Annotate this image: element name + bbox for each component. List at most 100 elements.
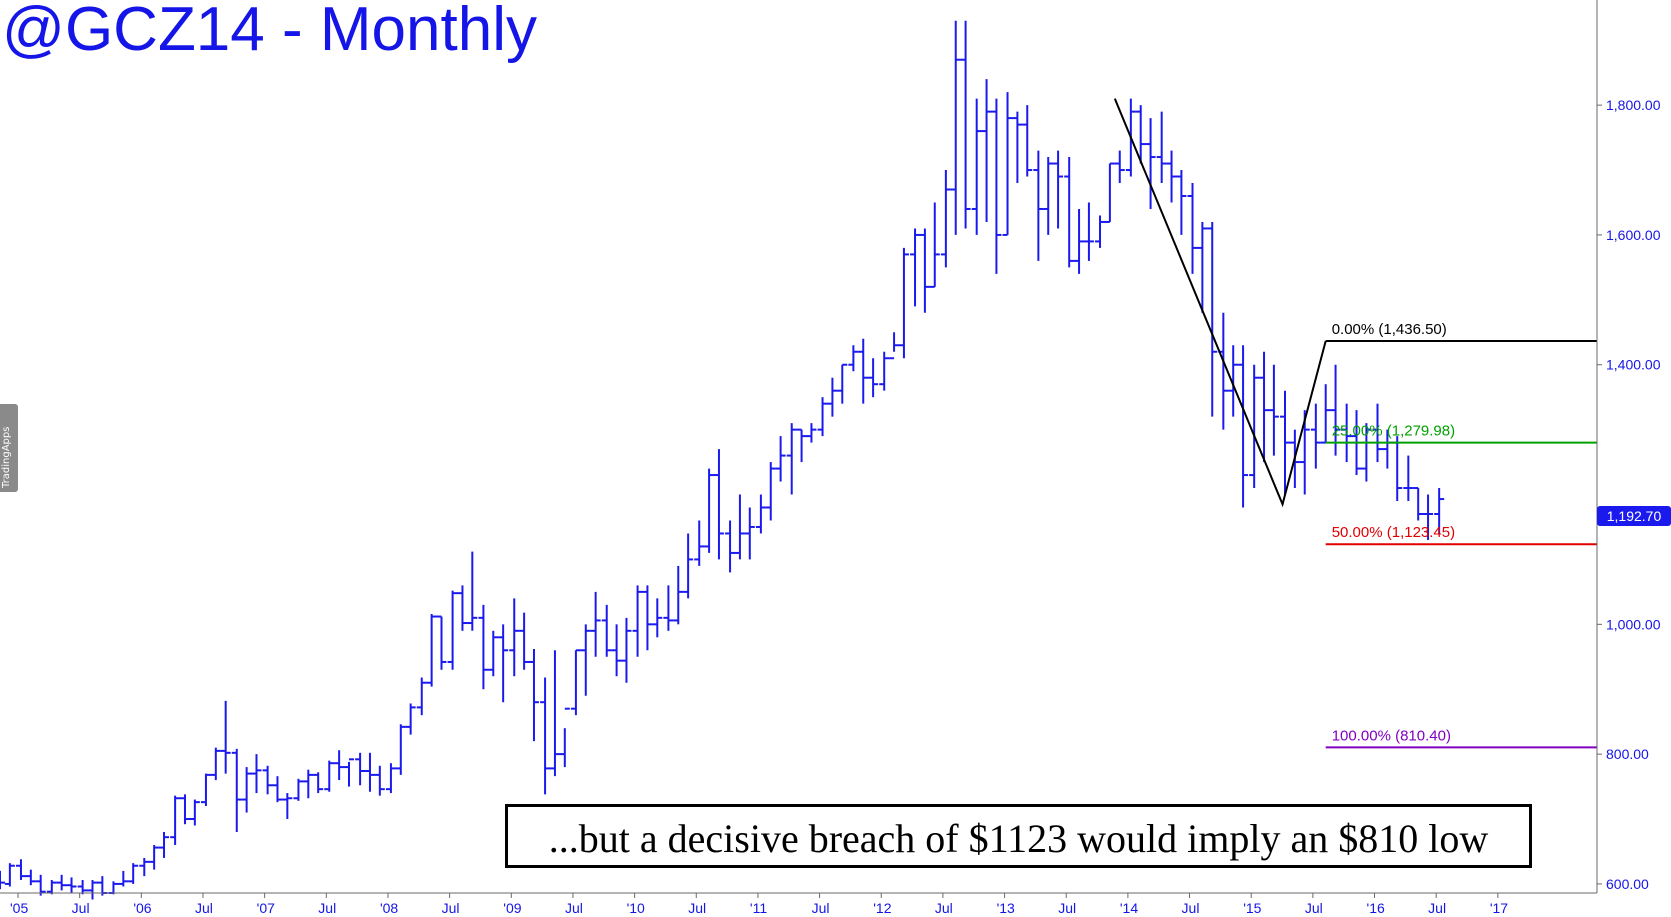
ohlc-bar: [478, 604, 489, 690]
ohlc-bar: [416, 677, 427, 716]
ohlc-bar: [139, 857, 150, 877]
ohlc-bar: [540, 677, 551, 795]
ohlc-bar: [282, 793, 293, 820]
ohlc-bar: [355, 752, 366, 786]
ohlc-bar: [1135, 105, 1146, 164]
fib-level-label: 25.00% (1,279.98): [1332, 423, 1455, 440]
ohlc-bar: [1310, 403, 1321, 469]
ohlc-bar: [663, 585, 674, 631]
x-tick-label: Jul: [1428, 900, 1446, 916]
ohlc-bar: [1022, 105, 1033, 177]
x-tick-label: Jul: [1058, 900, 1076, 916]
ohlc-bar: [652, 598, 663, 638]
ohlc-bar: [1033, 150, 1044, 261]
trend-line: [1113, 98, 1327, 508]
ohlc-bar: [796, 428, 807, 463]
ohlc-bar: [725, 520, 736, 573]
ohlc-bar: [149, 844, 160, 870]
ohlc-bar: [1207, 221, 1218, 417]
ohlc-bar: [1074, 208, 1085, 274]
x-tick-label: '11: [750, 900, 767, 916]
ohlc-bar: [220, 700, 231, 774]
ohlc-bar: [509, 598, 520, 677]
ohlc-bar: [189, 799, 200, 826]
ohlc-bar: [467, 551, 478, 631]
y-tick-label: 1,000.00: [1606, 616, 1661, 632]
x-tick-label: Jul: [442, 900, 460, 916]
x-tick-label: Jul: [688, 900, 706, 916]
x-tick-label: '07: [257, 900, 275, 916]
ohlc-bar: [1238, 345, 1249, 508]
ohlc-bar: [971, 98, 982, 235]
ohlc-bar: [601, 604, 612, 657]
ohlc-bar: [15, 859, 26, 881]
ohlc-bar: [1268, 364, 1279, 456]
ohlc-bar: [374, 765, 385, 796]
ohlc-bar: [549, 650, 560, 777]
ohlc-bar: [25, 869, 36, 886]
ohlc-bar: [858, 338, 869, 404]
chart-title: @GCZ14 - Monthly: [2, 0, 537, 64]
ohlc-bar: [642, 585, 653, 651]
ohlc-bar: [1228, 345, 1239, 417]
ohlc-bar: [200, 773, 211, 807]
ohlc-bar: [940, 170, 951, 268]
ohlc-bar: [1434, 488, 1445, 534]
ohlc-bar: [1156, 111, 1167, 184]
ohlc-bar: [343, 758, 354, 787]
ohlc-bar: [447, 590, 458, 670]
ohlc-bar: [395, 724, 406, 775]
ohlc-bar: [66, 877, 77, 893]
fibonacci-levels: 0.00% (1,436.50) 25.00% (1,279.98) 50.00% …: [1325, 321, 1597, 749]
ohlc-bar: [929, 202, 940, 288]
ohlc-bar: [704, 468, 715, 553]
ohlc-bar: [817, 397, 828, 437]
ohlc-bar: [1197, 221, 1208, 313]
ohlc-bar: [1114, 150, 1125, 184]
ohlc-bar: [405, 703, 416, 735]
ohlc-bar: [898, 247, 909, 359]
ohlc-bar: [35, 874, 46, 896]
ohlc-bar: [77, 880, 88, 895]
watermark-tab: TradingApps: [0, 404, 18, 492]
ohlc-bar: [262, 765, 273, 795]
ohlc-bar: [786, 423, 797, 495]
ohlc-bar: [313, 772, 324, 794]
ohlc-bar: [837, 363, 848, 404]
x-tick-label: Jul: [72, 900, 90, 916]
ohlc-bar: [251, 754, 262, 794]
ohlc-bar: [1413, 487, 1424, 521]
ohlc-bar: [241, 767, 252, 813]
ohlc-bar: [580, 624, 591, 696]
ohlc-bar: [1002, 92, 1013, 236]
ohlc-bar: [303, 769, 314, 799]
x-tick-label: '10: [627, 900, 645, 916]
ohlc-bar: [272, 776, 283, 803]
ohlc-bar: [498, 624, 509, 703]
y-tick-label: 1,600.00: [1606, 227, 1661, 243]
x-tick-label: '12: [873, 900, 891, 916]
x-tick-label: '06: [133, 900, 151, 916]
ohlc-bar: [960, 20, 971, 229]
ohlc-bar: [991, 98, 1002, 274]
ohlc-bar: [848, 345, 859, 372]
ohlc-bar: [426, 613, 437, 687]
ohlc-bar: [1145, 118, 1156, 209]
x-tick-label: Jul: [1305, 900, 1323, 916]
last-price-tag: 1,192.70: [1597, 506, 1671, 526]
ohlc-bar: [1166, 150, 1177, 203]
ohlc-bar: [170, 795, 181, 845]
ohlc-bar: [1330, 364, 1341, 456]
ohlc-bar: [889, 332, 900, 360]
ohlc-bar: [118, 870, 129, 887]
y-tick-label: 600.00: [1606, 876, 1649, 892]
ohlc-bar: [457, 585, 468, 631]
ohlc-bar: [621, 617, 632, 683]
x-tick-label: Jul: [565, 900, 583, 916]
ohlc-bar: [713, 449, 724, 560]
y-tick-label: 1,400.00: [1606, 357, 1661, 373]
x-tick-label: Jul: [1182, 900, 1200, 916]
x-tick-label: '17: [1490, 900, 1508, 916]
ohlc-bar: [108, 881, 119, 895]
